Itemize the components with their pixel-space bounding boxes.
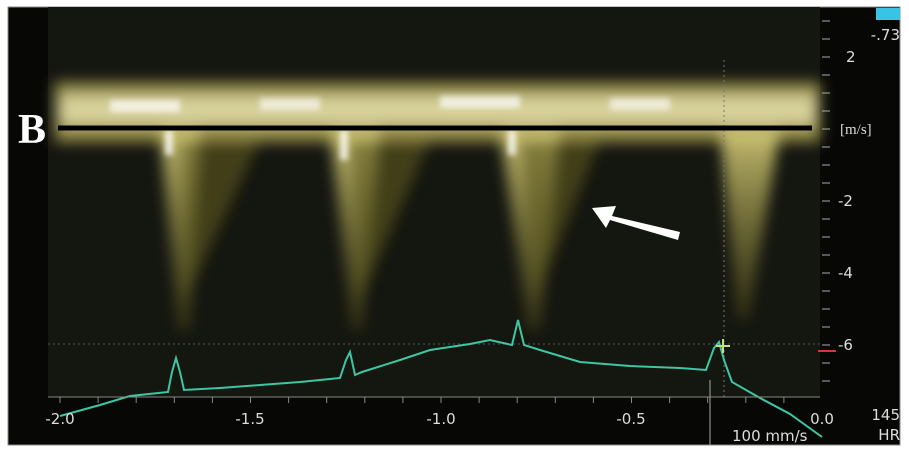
velocity-tick: -6 [838, 336, 853, 354]
time-tick: -1.5 [235, 410, 264, 428]
time-ticks [59, 397, 785, 403]
velocity-unit: [m/s] [840, 122, 872, 138]
color-bar [876, 8, 900, 20]
scale-value: -.73 [871, 26, 900, 44]
time-tick: -2.0 [45, 410, 74, 428]
spectrum-highlights [110, 96, 670, 160]
sweep-speed: 100 mm/s [732, 427, 808, 445]
cursor-marker [716, 339, 730, 353]
velocity-tick: -4 [838, 264, 853, 282]
time-tick: -0.5 [616, 410, 645, 428]
heart-rate: 145 [871, 406, 900, 424]
velocity-tick: -2 [838, 192, 853, 210]
ecg-trace [59, 319, 823, 438]
time-tick: 0.0 [810, 410, 834, 428]
heart-rate-label: HR [878, 426, 900, 444]
arrow [592, 206, 680, 240]
panel-label: B [18, 107, 46, 153]
time-tick: -1.0 [426, 410, 455, 428]
doppler-spectrum [55, 82, 820, 330]
velocity-tick: 2 [846, 48, 856, 66]
spectrum-area [48, 7, 820, 397]
scale-ticks [822, 20, 830, 382]
